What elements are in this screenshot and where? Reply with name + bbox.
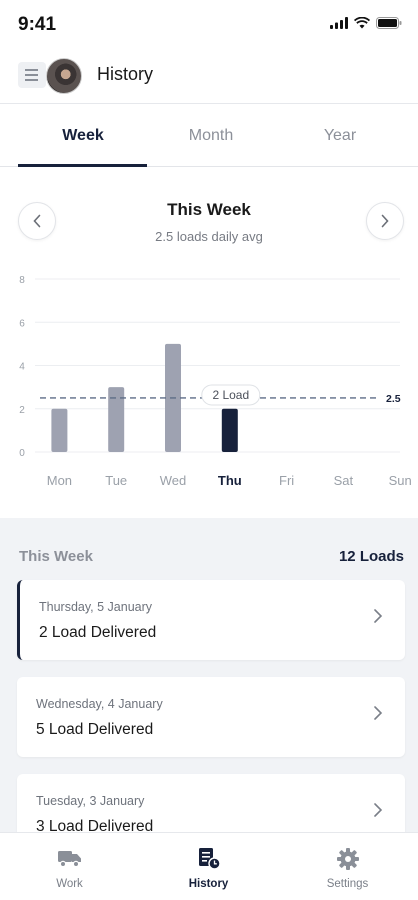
chevron-right-icon	[381, 214, 389, 228]
section-title: This Week	[19, 548, 93, 565]
bottom-navigation: Work History Set	[0, 832, 418, 900]
card-title: 2 Load Delivered	[39, 624, 157, 641]
week-title: This Week	[167, 200, 251, 219]
chevron-right-icon	[374, 609, 383, 623]
avatar[interactable]	[46, 58, 82, 94]
y-tick-label: 6	[19, 318, 25, 329]
app-bar	[0, 48, 418, 104]
total-loads-count: 12 Loads	[338, 548, 404, 565]
nav-work[interactable]: Work	[0, 833, 139, 900]
y-tick-label: 0	[19, 448, 25, 459]
tab-year[interactable]: Year	[323, 127, 357, 144]
hamburger-icon-line	[25, 69, 38, 71]
x-tick-label-sat: Sat	[334, 473, 354, 488]
card-title: 5 Load Delivered	[36, 721, 154, 738]
bar-mon	[51, 408, 68, 452]
nav-history[interactable]: History	[139, 833, 278, 900]
week-loads-section: This Week 12 Loads Thursday, 5 January 2…	[0, 518, 418, 833]
card-date: Tuesday, 3 January	[36, 794, 145, 808]
chevron-right-icon	[374, 706, 383, 720]
hamburger-icon-line	[25, 74, 38, 76]
tab-month[interactable]: Month	[188, 127, 234, 144]
nav-settings[interactable]: Settings	[278, 833, 417, 900]
x-tick-label-tue: Tue	[105, 473, 127, 488]
y-tick-label: 8	[19, 275, 25, 286]
card-date: Wednesday, 4 January	[36, 697, 163, 711]
chevron-left-icon	[33, 214, 41, 228]
active-tab-indicator	[18, 164, 147, 167]
page-title: History	[97, 64, 154, 84]
day-summary-card[interactable]: Tuesday, 3 January 3 Load Delivered	[17, 774, 405, 833]
y-tick-label: 4	[19, 362, 25, 373]
status-time: 9:41	[18, 14, 57, 35]
nav-label: Work	[56, 878, 83, 890]
x-tick-label-thu: Thu	[218, 473, 242, 488]
day-summary-card[interactable]: Wednesday, 4 January 5 Load Delivered	[17, 677, 405, 757]
bar-tue	[108, 387, 125, 452]
selected-bar-tooltip-text: 2 Load	[212, 388, 249, 402]
card-title: 3 Load Delivered	[36, 818, 154, 833]
x-tick-label-sun: Sun	[389, 473, 412, 488]
truck-icon	[57, 851, 81, 868]
bar-thu	[221, 408, 238, 452]
status-icons	[330, 17, 402, 29]
nav-label: History	[188, 878, 229, 890]
card-date: Thursday, 5 January	[39, 600, 153, 614]
cellular-signal-icon	[330, 17, 348, 29]
x-tick-label-wed: Wed	[160, 473, 187, 488]
daily-average-subtitle: 2.5 loads daily avg	[155, 229, 263, 244]
y-tick-label: 2	[19, 405, 25, 416]
tab-week[interactable]: Week	[62, 127, 104, 144]
status-bar: 9:41	[0, 0, 418, 48]
x-tick-label-mon: Mon	[47, 473, 72, 488]
bar-chart-svg: 0 2 4 6 8 Mon Tue Wed Thu Fri Sat Sun 2.5 2 Load	[19, 275, 412, 488]
previous-week-button[interactable]	[18, 202, 56, 240]
hamburger-icon-line	[25, 79, 38, 81]
x-tick-label-fri: Fri	[279, 473, 294, 488]
history-document-icon	[198, 848, 221, 870]
gear-icon	[336, 848, 359, 870]
menu-button[interactable]	[18, 62, 46, 88]
selected-bar-tooltip	[201, 384, 261, 406]
battery-icon	[376, 17, 402, 29]
chevron-right-icon	[374, 803, 383, 817]
average-line-label: 2.5	[386, 393, 401, 405]
week-navigator: This Week 2.5 loads daily avg	[0, 180, 418, 260]
wifi-icon	[354, 17, 370, 29]
day-summary-card[interactable]: Thursday, 5 January 2 Load Delivered	[17, 580, 405, 660]
nav-label: Settings	[326, 878, 369, 890]
period-tabs: Week Month Year	[0, 105, 418, 167]
weekly-loads-chart: 0 2 4 6 8 Mon Tue Wed Thu Fri Sat Sun 2.5 2 Load	[0, 262, 418, 512]
next-week-button[interactable]	[366, 202, 404, 240]
